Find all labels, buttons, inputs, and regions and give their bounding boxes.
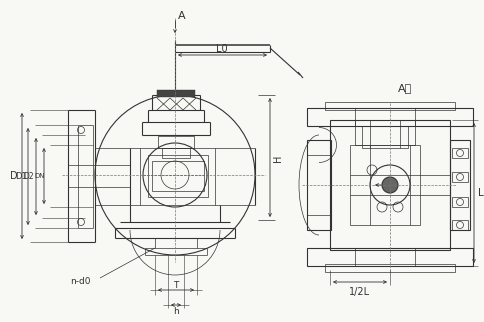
Bar	[324, 264, 454, 272]
Text: T: T	[173, 281, 178, 290]
Bar	[151, 161, 204, 191]
Bar	[451, 220, 467, 230]
Bar	[306, 248, 472, 266]
Text: L: L	[477, 188, 483, 198]
Text: D1: D1	[15, 172, 27, 181]
Bar	[306, 140, 330, 230]
Circle shape	[381, 177, 397, 193]
Bar	[449, 140, 469, 230]
Bar	[162, 148, 190, 158]
Bar	[306, 108, 472, 126]
Text: A向: A向	[397, 83, 411, 93]
Text: DN: DN	[35, 173, 45, 179]
Bar	[451, 172, 467, 182]
Bar	[329, 120, 449, 250]
Text: n-d0: n-d0	[70, 278, 90, 287]
Bar	[451, 197, 467, 207]
Text: D2: D2	[24, 172, 34, 181]
Bar	[324, 102, 454, 110]
Bar	[361, 126, 407, 148]
Bar	[451, 148, 467, 158]
Text: A: A	[178, 11, 185, 21]
Text: 1/2L: 1/2L	[348, 287, 370, 297]
Text: L0: L0	[216, 44, 227, 54]
Text: h: h	[173, 308, 179, 317]
Text: D: D	[10, 171, 18, 181]
Bar	[157, 90, 195, 97]
Text: H: H	[272, 154, 283, 162]
Bar	[158, 136, 194, 148]
Bar	[349, 145, 419, 225]
Bar	[148, 155, 208, 197]
